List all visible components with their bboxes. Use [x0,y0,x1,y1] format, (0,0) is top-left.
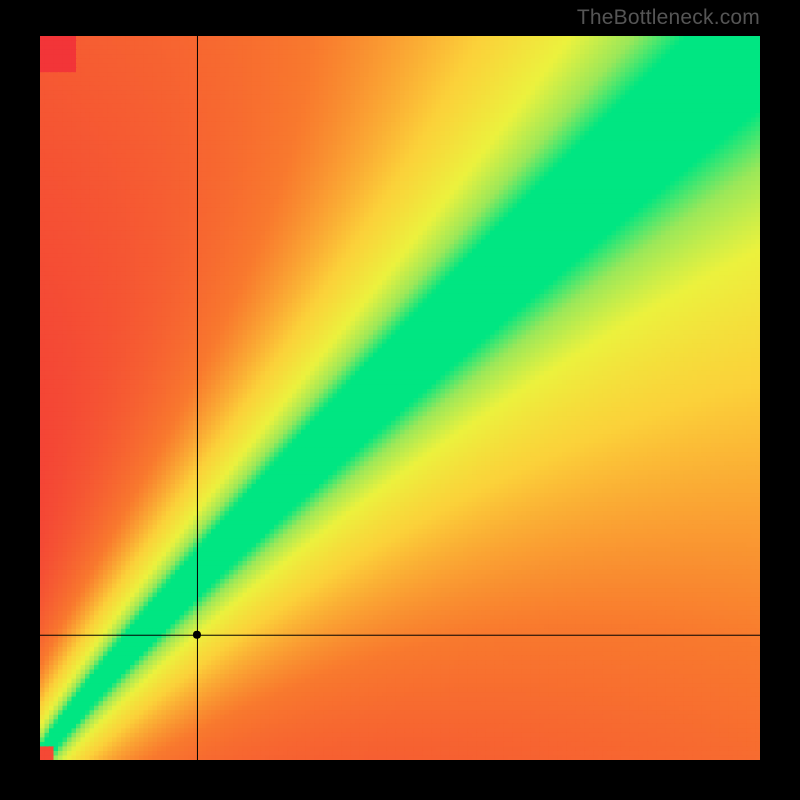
heatmap-plot [40,36,760,760]
chart-container: TheBottleneck.com [0,0,800,800]
attribution-text: TheBottleneck.com [577,6,760,30]
heatmap-canvas [40,36,760,760]
